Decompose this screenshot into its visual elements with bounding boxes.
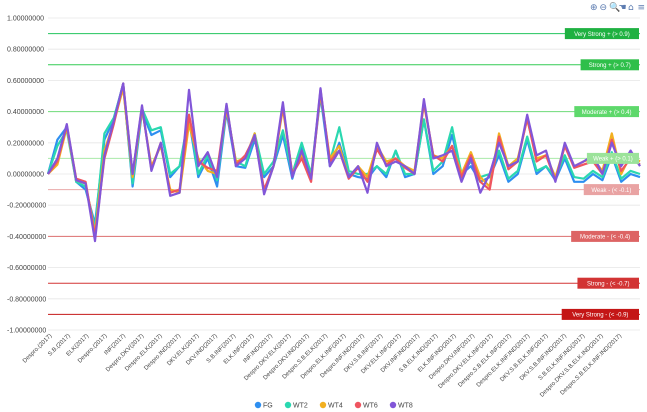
threshold-label-box [571, 230, 639, 242]
y-axis: 1.00000000 0.80000000 0.60000000 0.40000000… [7, 16, 46, 335]
series-lines [46, 82, 641, 243]
threshold-label-text: Weak + (> 0.1) [593, 157, 633, 163]
legend-marker [254, 401, 262, 409]
threshold-label-box [574, 106, 639, 118]
threshold-label: Strong + (> 0.7) [580, 59, 639, 71]
threshold-label-box [564, 28, 639, 40]
chart-toolbar: ⊕ ⊖ 🔍☚ ⌂ ≡ [590, 1, 645, 13]
y-tick-label: 1.00000000 [7, 16, 44, 23]
threshold-label-text: Very Strong - (< -0.9) [572, 313, 628, 319]
y-tick-label: 0.20000000 [7, 140, 44, 147]
threshold-label: Moderate - (< -0.4) [571, 230, 639, 242]
legend-marker [389, 401, 397, 409]
x-tick-label: Despro.(2017) [22, 333, 53, 364]
zoom-out-icon[interactable]: ⊖ [600, 3, 608, 13]
threshold-label-box [580, 59, 639, 71]
legend-item-wt2[interactable]: WT2 [284, 401, 308, 410]
y-tick-label: 0.40000000 [7, 109, 44, 116]
legend-label: WT4 [328, 403, 343, 410]
threshold-label-box [577, 277, 639, 289]
threshold-label: Moderate + (> 0.4) [574, 106, 639, 118]
threshold-label: Very Strong + (> 0.9) [564, 28, 639, 40]
legend-item-wt4[interactable]: WT4 [319, 401, 343, 410]
threshold-label: Strong - (< -0.7) [577, 277, 639, 289]
threshold-label-text: Moderate + (> 0.4) [582, 110, 632, 116]
legend-label: FG [263, 403, 273, 410]
threshold-labels: Very Strong + (> 0.9) Strong + (> 0.7) Mod… [561, 28, 639, 320]
x-axis: Despro.(2017)S.B.(2017)ELK(2017)Despro.(… [22, 333, 623, 398]
legend-label: WT6 [363, 403, 378, 410]
y-tick-label: 0.00000000 [7, 172, 44, 179]
threshold-label-text: Strong - (< -0.7) [587, 281, 630, 287]
menu-icon[interactable]: ≡ [638, 3, 646, 13]
threshold-label-text: Weak - (< -0.1) [591, 188, 631, 194]
legend-marker [319, 401, 327, 409]
series-line-wt2 [46, 83, 641, 230]
legend-marker [284, 401, 292, 409]
threshold-label-text: Moderate - (< -0.4) [580, 235, 630, 241]
pan-hand-icon[interactable]: ☚ [619, 3, 627, 13]
legend-label: WT2 [293, 403, 308, 410]
series-line-wt8 [47, 82, 641, 243]
threshold-label: Very Strong - (< -0.9) [561, 308, 639, 320]
y-tick-label: -1.00000000 [7, 328, 46, 335]
magnifier-icon[interactable]: 🔍 [609, 1, 620, 13]
home-icon[interactable]: ⌂ [628, 3, 634, 13]
legend: FG WT2 WT4 WT6 WT8 [254, 401, 413, 410]
threshold-label-box [586, 152, 639, 164]
legend-item-wt8[interactable]: WT8 [389, 401, 413, 410]
y-tick-label: 0.60000000 [7, 78, 44, 85]
y-tick-label: -0.40000000 [7, 234, 46, 241]
zoom-in-icon[interactable]: ⊕ [590, 3, 598, 13]
y-tick-label: -0.20000000 [7, 203, 46, 210]
y-tick-label: 0.80000000 [7, 47, 44, 54]
threshold-label-box [561, 308, 639, 320]
threshold-label-box [583, 184, 639, 196]
threshold-label-text: Strong + (> 0.7) [589, 63, 631, 69]
legend-item-wt6[interactable]: WT6 [354, 401, 378, 410]
legend-marker [354, 401, 362, 409]
threshold-label: Weak + (> 0.1) [586, 152, 639, 164]
legend-label: WT8 [398, 403, 413, 410]
legend-item-fg[interactable]: FG [254, 401, 273, 410]
y-tick-label: -0.60000000 [7, 265, 46, 272]
y-tick-label: -0.80000000 [7, 296, 46, 303]
threshold-label-text: Very Strong + (> 0.9) [574, 32, 630, 38]
threshold-label: Weak - (< -0.1) [583, 184, 639, 196]
